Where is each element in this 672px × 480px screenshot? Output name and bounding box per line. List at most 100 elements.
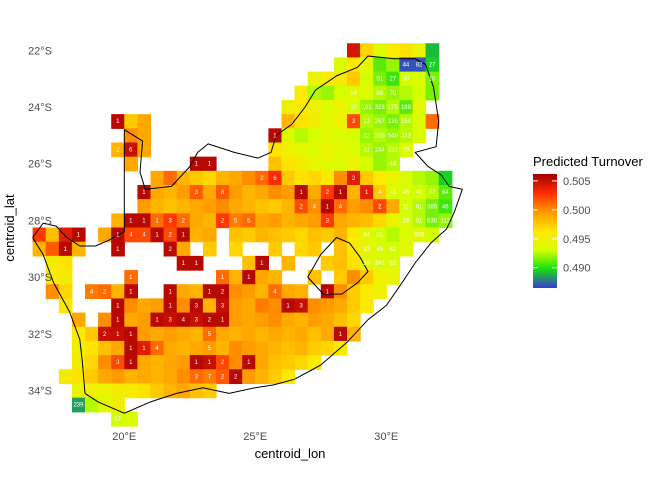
heatmap-cell [242, 255, 256, 271]
cell-count-label: 6 [273, 176, 277, 182]
country-outline [32, 55, 463, 414]
heatmap-cell [216, 284, 230, 300]
heatmap-cell [320, 71, 335, 87]
cell-count-label: 61 [416, 204, 423, 210]
heatmap-cell [189, 199, 204, 214]
y-tick-label: 28°S [28, 215, 52, 227]
heatmap-cell [320, 156, 335, 172]
heatmap-cell [242, 227, 256, 243]
heatmap-cell [229, 298, 243, 314]
cell-count-label: 3 [168, 218, 172, 224]
heatmap-cell [320, 185, 335, 200]
heatmap-cell [189, 383, 204, 399]
cell-count-label: 3 [221, 303, 225, 309]
heatmap-cell [255, 312, 269, 328]
heatmap-cell [386, 255, 400, 271]
heatmap-cell [229, 213, 243, 229]
cell-count-label: 2 [221, 374, 225, 380]
heatmap-cell [229, 185, 243, 200]
heatmap-cell [307, 213, 322, 229]
heatmap-cell [255, 326, 269, 342]
heatmap-cell [124, 411, 138, 427]
heatmap-cell [438, 170, 453, 186]
heatmap-cell [412, 170, 427, 186]
heatmap-cell [163, 284, 178, 300]
heatmap-cell [58, 241, 73, 257]
heatmap-cell [163, 199, 178, 214]
heatmap-cell [268, 213, 283, 229]
heatmap-cell [373, 43, 387, 59]
heatmap-cell [281, 199, 296, 214]
heatmap-cell [229, 340, 243, 356]
heatmap-cell [150, 199, 165, 214]
heatmap-cell [373, 85, 387, 101]
heatmap-cell [333, 284, 348, 300]
cell-count-label: 45 [376, 247, 383, 253]
cell-count-label: 1 [142, 346, 146, 352]
heatmap-cell [137, 114, 152, 129]
heatmap-cell [386, 57, 400, 73]
heatmap-cell [268, 156, 283, 172]
heatmap-cell [399, 227, 414, 243]
cell-count-label: 101 [362, 105, 373, 111]
heatmap-cell [347, 43, 361, 59]
cell-count-label: 333 [401, 133, 412, 139]
heatmap-cell [189, 284, 204, 300]
cell-count-label: 1 [260, 261, 264, 267]
cell-count-label: 1 [77, 233, 81, 239]
heatmap-cell [268, 241, 283, 257]
heatmap-cell [333, 185, 348, 200]
heatmap-cell [399, 185, 414, 200]
y-tick-label: 34°S [28, 386, 52, 398]
x-tick-label: 25°E [243, 431, 267, 443]
cell-count-label: 1 [129, 346, 133, 352]
cell-count-label: 2 [352, 176, 356, 182]
heatmap-cell [347, 71, 361, 87]
heatmap-cell [150, 355, 165, 370]
cell-count-label: 154 [401, 119, 412, 125]
heatmap-cell [124, 298, 138, 314]
heatmap-cell [163, 213, 178, 229]
heatmap-cell [386, 199, 400, 214]
heatmap-cell [85, 340, 99, 356]
heatmap-cell [412, 43, 427, 59]
heatmap-cell [255, 340, 269, 356]
heatmap-cell [216, 213, 230, 229]
heatmap-cell [320, 326, 335, 342]
heatmap-cell [150, 383, 165, 399]
heatmap-cell [281, 213, 296, 229]
cell-count-label: 3 [195, 190, 199, 196]
heatmap-cell [124, 284, 138, 300]
heatmap-cell [412, 199, 427, 214]
cell-count-label: 64 [442, 190, 449, 196]
cell-count-label: 44 [403, 63, 410, 69]
cell-count-label: 385 [427, 204, 438, 210]
cell-count-label: 1 [168, 289, 172, 295]
heatmap-cell [98, 284, 112, 300]
heatmap-cell [111, 312, 125, 328]
heatmap-cell [216, 369, 230, 385]
heatmap-cell [71, 383, 86, 399]
heatmap-cell [176, 312, 191, 328]
cell-count-label: 638 [427, 218, 438, 224]
y-tick-label: 26°S [28, 159, 52, 171]
cell-count-label: 2 [221, 218, 225, 224]
heatmap-cell [85, 383, 99, 399]
heatmap-cell [163, 227, 178, 243]
heatmap-cell [307, 185, 322, 200]
cell-count-label: 1 [208, 360, 212, 366]
cell-count-label: 1 [182, 261, 186, 267]
cell-count-label: 1 [64, 247, 68, 253]
cell-count-label: 79 [403, 148, 410, 154]
heatmap-cell [360, 170, 374, 186]
heatmap-cell [71, 326, 86, 342]
heatmap-cell [255, 369, 269, 385]
heatmap-cell [229, 199, 243, 214]
x-tick-label: 20°E [112, 431, 136, 443]
heatmap-cell [307, 298, 322, 314]
heatmap-cell [425, 227, 440, 243]
heatmap-cell [268, 326, 283, 342]
heatmap-cell [307, 199, 322, 214]
heatmap-cell [32, 227, 47, 243]
heatmap-cell [386, 227, 400, 243]
